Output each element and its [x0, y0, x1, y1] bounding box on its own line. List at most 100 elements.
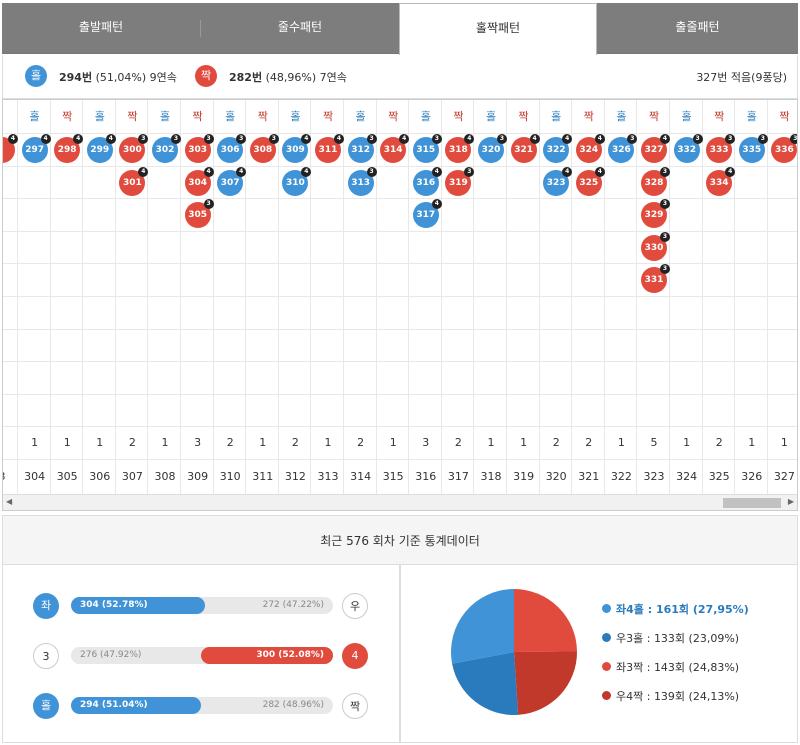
column-header: 짝 — [257, 110, 268, 123]
ratio-bar: 276 (47.92%) 300 (52.08%) — [71, 647, 333, 664]
streak-count: 2 — [291, 436, 299, 449]
streak-count: 3 — [194, 436, 202, 449]
pattern-tabs: 출발패턴 줄수패턴 홀짝패턴 출줄패턴 — [2, 3, 798, 55]
pie-slice — [451, 589, 514, 664]
round-number: 317 — [447, 470, 469, 483]
column-header: 짝 — [62, 110, 73, 123]
grid-row-line — [3, 230, 797, 232]
line-count-tag: 4 — [399, 134, 410, 144]
round-number: 309 — [187, 470, 209, 483]
horizontal-scrollbar[interactable]: ◀ ▶ — [3, 494, 797, 510]
grid-row-line — [3, 393, 797, 395]
column-header: 짝 — [648, 110, 660, 123]
line-count-tag: 3 — [236, 134, 247, 144]
ratio-bar: 294 (51.04%) 282 (48.96%) — [71, 697, 333, 714]
grid-row-line — [3, 165, 797, 167]
even-badge: 짝 — [195, 65, 217, 87]
round-number: 310 — [219, 470, 241, 483]
tab-start-pattern[interactable]: 출발패턴 — [78, 20, 124, 34]
column-header: 홀 — [551, 110, 562, 123]
round-number: 320 — [545, 470, 567, 483]
grid-column — [149, 100, 181, 494]
ratio-bar-fill — [71, 597, 206, 614]
even-stat: 282번 (48,96%) 7연속 — [229, 69, 347, 85]
streak-count: 1 — [487, 436, 495, 449]
grid-column — [638, 100, 670, 494]
line-count-tag: 3 — [692, 134, 703, 144]
grid-row-line — [3, 133, 797, 134]
grid-column — [19, 100, 51, 494]
tab-line-pattern[interactable]: 줄수패턴 — [277, 20, 323, 34]
pie-slice — [514, 589, 577, 652]
grid-column — [508, 100, 540, 494]
line-count-tag: 3 — [790, 134, 797, 144]
grid-column — [410, 100, 442, 494]
column-header: 홀 — [290, 110, 301, 123]
round-number: 322 — [610, 470, 632, 483]
bar-right-badge: 4 — [342, 643, 368, 669]
line-count-tag: 3 — [660, 264, 670, 275]
line-count-tag: 4 — [431, 166, 442, 177]
grid-column — [279, 100, 312, 494]
bar-left-badge: 3 — [33, 643, 59, 669]
legend-label: 좌3짝 : 143회 (24,83%) — [616, 661, 740, 674]
grid-column — [51, 100, 84, 494]
tab-odd-even-pattern[interactable]: 홀짝패턴 — [399, 3, 597, 55]
scroll-left-icon[interactable]: ◀ — [6, 497, 13, 506]
streak-count: 2 — [226, 436, 234, 449]
streak-count: 2 — [454, 436, 462, 449]
tab-start-line-pattern[interactable]: 출줄패턴 — [675, 20, 720, 34]
streak-count: 1 — [683, 436, 691, 449]
round-number: 313 — [317, 470, 339, 483]
streak-count: 1 — [96, 436, 104, 449]
column-header: 홀 — [681, 110, 692, 123]
column-header: 짝 — [192, 110, 203, 123]
missing-count-text: 327번 적음(9퐁당) — [696, 71, 787, 84]
line-count-tag: 4 — [594, 134, 605, 144]
bar-right-value: 272 (47.22%) — [262, 600, 324, 610]
scroll-thumb[interactable] — [723, 498, 781, 508]
grid-row-line — [3, 296, 797, 297]
line-count-tag: 4 — [594, 166, 605, 177]
column-header: 홀 — [420, 110, 431, 123]
round-number: 308 — [154, 470, 176, 483]
scroll-right-icon[interactable]: ▶ — [787, 497, 794, 506]
column-header — [3, 100, 18, 133]
column-header: 홀 — [746, 110, 757, 123]
round-number: 316 — [415, 470, 437, 483]
bar-left-value: 304 (52.78%) — [80, 600, 148, 610]
streak-count: 2 — [585, 436, 593, 449]
legend-label: 우4짝 : 139회 (24,13%) — [616, 690, 740, 703]
round-number: 326 — [741, 470, 763, 483]
line-count-tag: 4 — [464, 134, 475, 144]
grid-column — [671, 100, 703, 494]
pie-chart — [451, 589, 577, 715]
even-detail: (48,96%) 7연속 — [265, 71, 347, 84]
round-number: 327 — [773, 470, 795, 483]
line-count-tag: 3 — [171, 134, 181, 144]
line-count-tag: 3 — [497, 134, 507, 144]
column-header: 홀 — [616, 110, 627, 123]
ratio-bars-panel: 좌 우 304 (52.78%) 272 (47.22%) 3 4 276 (47.92%)… — [2, 565, 400, 743]
grid-column — [540, 100, 573, 494]
streak-count: 3 — [422, 436, 430, 449]
stats-title: 최근 576 회차 기준 통계데이터 — [2, 515, 798, 565]
streak-count: 1 — [324, 436, 332, 449]
bar-right-value: 300 (52.08%) — [256, 650, 324, 660]
ratio-bar: 304 (52.78%) 272 (47.22%) — [71, 597, 333, 614]
line-count-tag: 3 — [660, 166, 670, 177]
bar-left-value: 294 (51.04%) — [80, 700, 148, 710]
grid-column — [475, 100, 507, 494]
grid-row-line — [3, 459, 797, 460]
grid-column — [182, 100, 214, 494]
streak-count: 2 — [715, 436, 723, 449]
line-count-tag: 4 — [301, 134, 312, 144]
line-count-tag: 4 — [138, 166, 149, 177]
column-header: 짝 — [518, 110, 529, 123]
streak-count: 1 — [389, 436, 397, 449]
line-count-tag: 3 — [366, 134, 377, 144]
streak-count: 1 — [31, 436, 39, 449]
round-number: 3 — [3, 460, 18, 494]
line-count-tag: 4 — [562, 134, 573, 144]
line-count-tag: 4 — [660, 134, 670, 144]
